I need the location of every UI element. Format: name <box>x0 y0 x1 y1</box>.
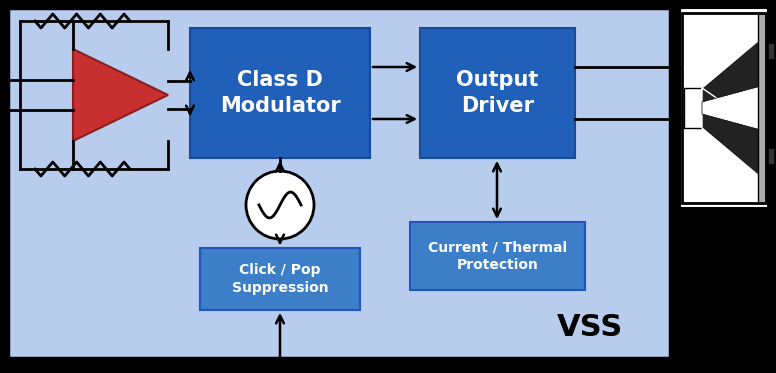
Bar <box>8 8 670 358</box>
Bar <box>410 222 585 290</box>
Text: VSS: VSS <box>557 313 623 342</box>
Polygon shape <box>702 88 764 180</box>
Text: Click / Pop
Suppression: Click / Pop Suppression <box>232 263 328 295</box>
Bar <box>0 105 10 115</box>
Bar <box>680 8 768 208</box>
Bar <box>487 357 507 373</box>
Bar <box>190 28 370 158</box>
Bar <box>682 13 766 203</box>
Polygon shape <box>702 36 764 128</box>
Bar <box>420 28 575 158</box>
Bar <box>270 357 290 373</box>
Bar <box>0 75 10 85</box>
Polygon shape <box>702 85 764 131</box>
Polygon shape <box>73 49 168 141</box>
Bar <box>768 43 774 59</box>
Text: Class D
Modulator: Class D Modulator <box>220 70 341 116</box>
Bar <box>768 147 774 163</box>
Bar <box>758 13 766 203</box>
Text: Output
Driver: Output Driver <box>456 70 539 116</box>
Bar <box>684 88 702 128</box>
Text: Current / Thermal
Protection: Current / Thermal Protection <box>428 240 567 272</box>
Circle shape <box>246 171 314 239</box>
Bar <box>200 248 360 310</box>
